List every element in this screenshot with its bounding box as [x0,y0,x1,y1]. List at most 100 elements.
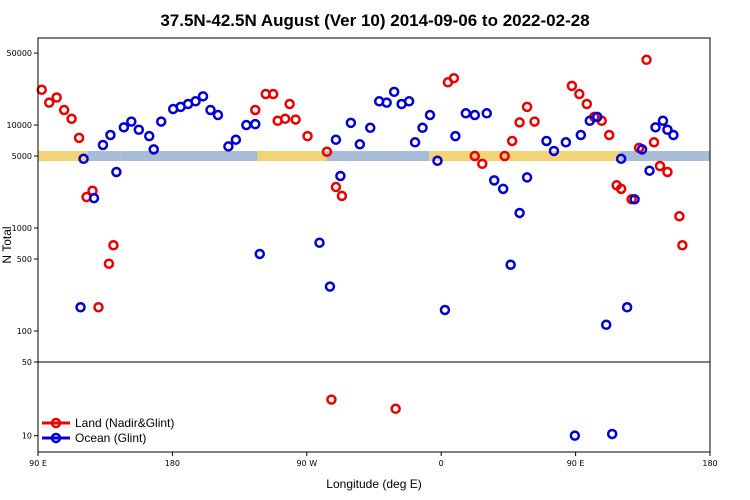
band-segment-land [565,151,621,162]
land-point [284,98,295,110]
ocean-point [657,115,669,127]
land-point [603,129,615,141]
ocean-point [505,259,516,270]
legend-label-ocean: Ocean (Glint) [75,431,146,445]
data-points [36,54,688,441]
land-point [514,117,525,128]
ocean-point [250,118,261,130]
ocean-point [417,122,428,134]
land-point [499,150,510,162]
land-point [267,88,279,100]
x-axis: 90 E 180 90 W 0 90 E 180 [29,452,718,468]
land-point [477,158,488,170]
band-segment-land [429,151,501,162]
ocean-point [403,96,415,107]
land-point [677,240,688,251]
ocean-point [324,281,336,292]
ocean-point [424,109,436,121]
ocean-point [469,109,481,121]
ocean-point [241,119,252,131]
ocean-point [381,97,392,108]
ocean-point [254,248,266,260]
x-tick-label: 180 [165,459,180,468]
band-segment-ocean [120,151,258,162]
ocean-point [432,155,443,166]
land-point [103,258,115,269]
ocean-point [330,134,342,145]
ocean-point [223,141,234,152]
y-tick-label: 500 [17,255,32,264]
ocean-point-lower [569,430,581,441]
ocean-point [514,207,525,219]
land-point [648,137,660,148]
ocean-point [615,153,627,165]
land-point [93,302,104,313]
ocean-point [78,153,89,165]
land-point [290,114,301,125]
land-point [654,160,666,172]
y-tick-label: 50000 [7,49,32,58]
lower-panel-frame [37,361,711,453]
x-tick-label: 0 [439,459,444,468]
ocean-point [650,122,661,133]
chart-title: 37.5N-42.5N August (Ver 10) 2014-09-06 t… [160,11,589,30]
x-tick-label: 90 W [296,459,317,468]
land-point [506,135,518,147]
legend-label-land: Land (Nadir&Glint) [75,416,174,430]
land-point [662,166,673,178]
land-point [615,183,627,195]
ocean-point [190,96,201,107]
x-axis-label: Longitude (deg E) [326,477,421,491]
ocean-point [548,145,560,157]
ocean-point [230,134,242,145]
ocean-point [460,108,472,119]
ocean-point [314,237,325,248]
land-point [641,54,652,66]
land-point [58,104,70,116]
ocean-point [439,304,451,316]
land-point [279,113,291,125]
ocean-point [148,144,159,155]
land-point [574,88,585,100]
land-point-lower [390,403,401,415]
land-point [36,84,47,96]
ocean-point [88,192,100,204]
ocean-point [560,137,572,148]
y-tick-label: 100 [17,327,32,336]
ocean-point [621,302,633,313]
ocean-point [409,137,421,148]
land-point [336,190,348,202]
land-point [43,97,55,108]
ocean-point [636,144,648,155]
ocean-point [388,86,400,98]
ocean-point [97,139,109,151]
y-tick-label: 10000 [7,121,32,130]
band-segment-land [257,151,327,162]
ocean-point [662,124,673,135]
ocean-point [600,319,612,330]
ocean-point [205,104,216,116]
ocean-point [345,117,357,129]
ocean-point [133,124,145,135]
band-segment-ocean [87,151,121,162]
ocean-point [606,428,618,440]
ocean-point [592,111,603,123]
ocean-point [75,302,86,313]
legend: Land (Nadir&Glint) Ocean (Glint) [42,416,174,445]
ocean-point [644,165,655,176]
land-point [521,101,533,113]
ocean-point [155,116,167,127]
land-point [321,146,333,158]
band-segment-land [38,151,88,162]
ocean-point [450,130,461,142]
ocean-point [365,122,376,134]
land-point [302,130,313,142]
ocean-point [212,109,224,121]
band-segment-land [500,151,566,162]
ocean-point [668,129,679,141]
legend-marker-land [50,417,62,429]
ocean-point [118,122,130,133]
band-segment-ocean [326,151,430,162]
land-point [566,80,578,92]
ocean-point [497,183,509,195]
